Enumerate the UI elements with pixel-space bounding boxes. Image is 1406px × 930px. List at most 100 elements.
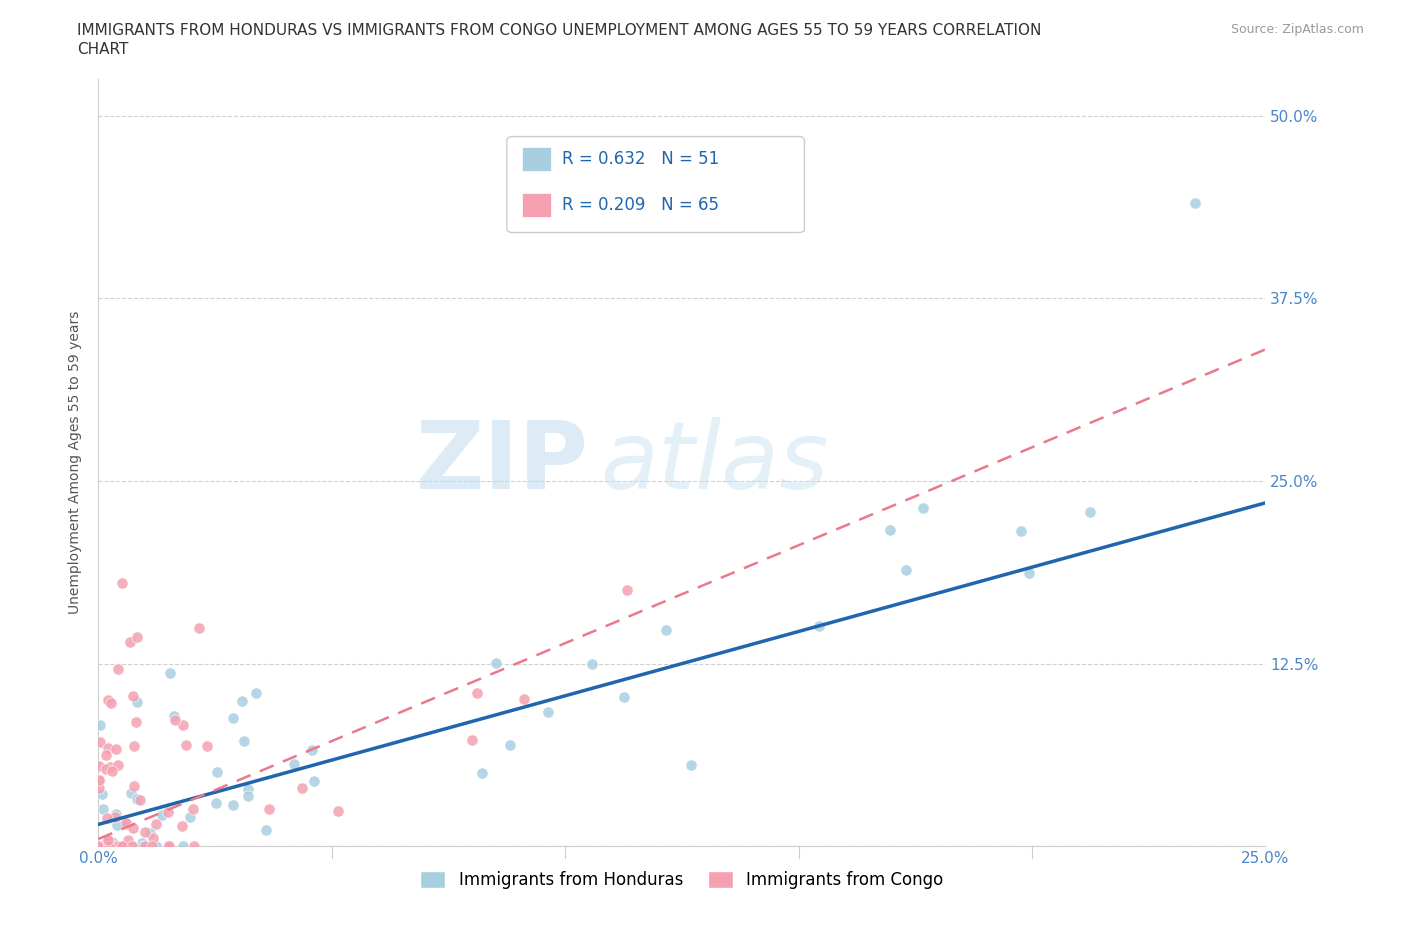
Point	[183, 839, 205, 854]
Point	[114, 839, 136, 854]
Point	[291, 781, 314, 796]
Point	[283, 757, 305, 772]
Point	[513, 691, 536, 706]
Point	[97, 832, 120, 847]
Point	[536, 705, 558, 720]
Point	[159, 666, 181, 681]
Point	[120, 786, 142, 801]
Point	[122, 821, 145, 836]
Point	[1184, 196, 1206, 211]
Point	[91, 802, 114, 817]
Point	[195, 738, 218, 753]
Point	[207, 764, 229, 779]
Point	[127, 695, 149, 710]
Point	[461, 733, 484, 748]
Point	[111, 576, 134, 591]
Point	[157, 805, 180, 820]
Point	[101, 835, 124, 850]
Point	[96, 762, 118, 777]
Point	[89, 773, 111, 788]
Point	[87, 780, 110, 795]
Point	[163, 708, 186, 723]
Point	[254, 823, 277, 838]
Point	[89, 773, 111, 788]
Point	[131, 836, 153, 851]
Point	[879, 523, 901, 538]
Point	[233, 734, 256, 749]
Point	[174, 737, 197, 752]
Text: R = 0.632   N = 51: R = 0.632 N = 51	[562, 150, 718, 167]
Point	[104, 741, 127, 756]
FancyBboxPatch shape	[522, 193, 551, 218]
Text: CHART: CHART	[77, 42, 129, 57]
Point	[121, 689, 143, 704]
Point	[111, 839, 134, 854]
Text: Source: ZipAtlas.com: Source: ZipAtlas.com	[1230, 23, 1364, 36]
Point	[142, 830, 165, 845]
Point	[172, 839, 194, 854]
Point	[145, 839, 167, 854]
Point	[96, 811, 118, 826]
Point	[97, 833, 120, 848]
Point	[91, 787, 114, 802]
Point	[139, 825, 162, 840]
Text: IMMIGRANTS FROM HONDURAS VS IMMIGRANTS FROM CONGO UNEMPLOYMENT AMONG AGES 55 TO : IMMIGRANTS FROM HONDURAS VS IMMIGRANTS F…	[77, 23, 1042, 38]
Point	[98, 839, 121, 854]
Point	[132, 839, 155, 854]
Point	[165, 712, 187, 727]
Point	[90, 839, 112, 854]
Point	[115, 815, 138, 830]
Point	[89, 717, 111, 732]
Point	[894, 563, 917, 578]
Point	[471, 765, 494, 780]
Point	[150, 807, 173, 822]
Point	[107, 758, 129, 773]
Point	[485, 656, 508, 671]
Point	[115, 817, 138, 831]
Point	[581, 657, 603, 671]
FancyBboxPatch shape	[508, 137, 804, 232]
Point	[157, 839, 180, 854]
Point	[100, 839, 122, 854]
Point	[129, 793, 152, 808]
Point	[127, 791, 149, 806]
Point	[89, 735, 111, 750]
Point	[125, 714, 148, 729]
Point	[222, 711, 245, 725]
Point	[238, 781, 260, 796]
Point	[114, 839, 136, 854]
Point	[236, 789, 259, 804]
Point	[104, 806, 127, 821]
Point	[145, 817, 167, 831]
Point	[134, 839, 156, 854]
Point	[181, 802, 204, 817]
Y-axis label: Unemployment Among Ages 55 to 59 years: Unemployment Among Ages 55 to 59 years	[69, 311, 83, 615]
Point	[257, 802, 280, 817]
Point	[100, 696, 122, 711]
Point	[120, 635, 142, 650]
Point	[808, 619, 831, 634]
Point	[157, 839, 180, 854]
Point	[204, 796, 226, 811]
Point	[105, 839, 128, 854]
Point	[654, 622, 676, 637]
Point	[172, 718, 194, 733]
Point	[96, 748, 118, 763]
Point	[170, 818, 193, 833]
Point	[1010, 524, 1032, 538]
Point	[1080, 504, 1102, 519]
Point	[91, 839, 114, 854]
Point	[96, 740, 118, 755]
Point	[681, 758, 703, 773]
Point	[304, 774, 326, 789]
Point	[179, 810, 201, 825]
Point	[97, 693, 120, 708]
Point	[101, 764, 124, 778]
Text: ZIP: ZIP	[416, 417, 589, 509]
Point	[117, 832, 139, 847]
Point	[141, 839, 163, 854]
Point	[616, 583, 638, 598]
Point	[124, 738, 146, 753]
Text: atlas: atlas	[600, 418, 828, 508]
Point	[188, 620, 211, 635]
